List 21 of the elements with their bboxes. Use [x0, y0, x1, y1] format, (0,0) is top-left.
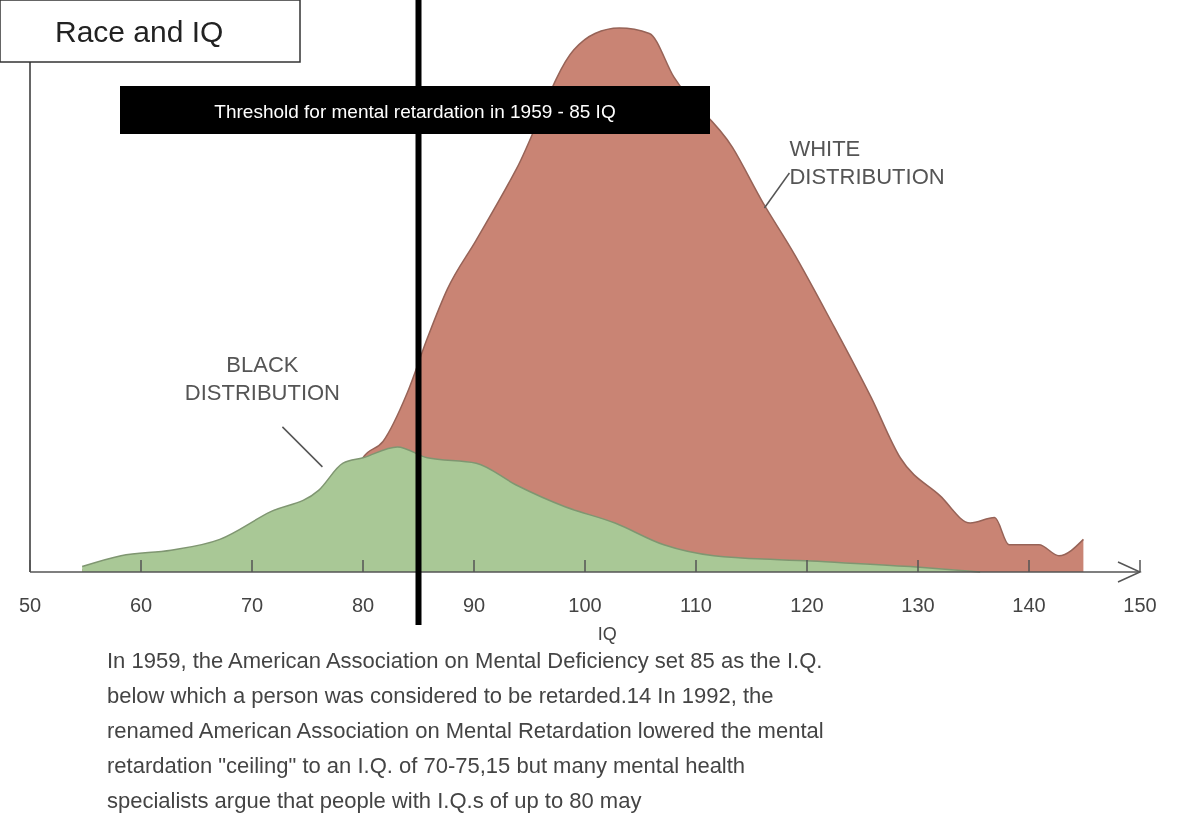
x-tick-label: 100: [568, 594, 602, 616]
x-tick-label: 140: [1012, 594, 1046, 616]
x-tick-label: 50: [18, 594, 42, 616]
text: renamed American Association on Mental Retardation lowered the mental: [107, 718, 824, 743]
text: retardation "ceiling" to an I.Q. of 70-75,15 but many mental health: [107, 753, 746, 778]
x-tick-label: 70: [240, 594, 264, 616]
text: specialists argue that people with I.Q.s of up to 80 may: [107, 788, 642, 813]
x-axis-title: IQ: [597, 624, 617, 644]
chart-title: Race and IQ: [55, 15, 224, 48]
x-tick-label: 60: [129, 594, 153, 616]
ref-line-label: Threshold for mental retardation in 1959 - 85 IQ: [214, 101, 616, 122]
text: BLACK DISTRIBUTION: [184, 351, 341, 405]
text: below which a person was considered to be retarded.14 In 1992, the: [107, 683, 774, 708]
series-label: WHITE DISTRIBUTION: [789, 136, 945, 189]
x-tick-label: 80: [351, 594, 375, 616]
x-tick-label: 120: [790, 594, 824, 616]
x-tick-label: 90: [462, 594, 486, 616]
x-tick-label: 130: [901, 594, 935, 616]
text: In 1959, the American Association on Mental Deficiency set 85 as the I.Q.: [107, 648, 823, 673]
x-tick-label: 110: [680, 594, 712, 616]
x-tick-label: 150: [1123, 594, 1157, 616]
